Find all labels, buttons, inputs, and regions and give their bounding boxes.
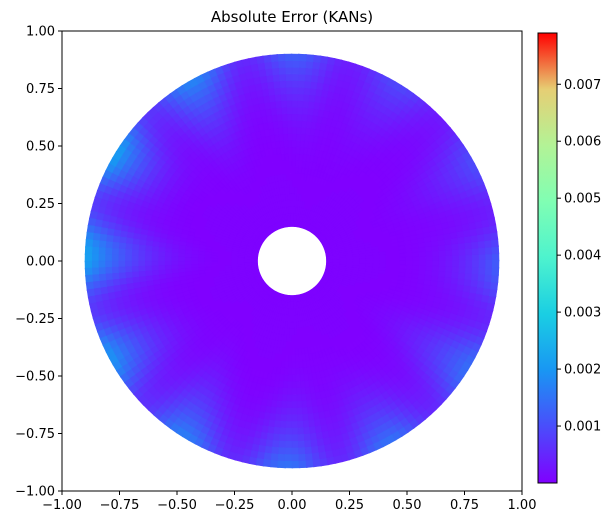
heatmap-cell [399,260,407,266]
heatmap-cell [445,260,453,267]
x-tick-label: −0.75 [100,498,140,513]
heatmap-cell [285,427,294,436]
heatmap-cell [284,447,294,456]
heatmap-cell [339,260,347,264]
x-tick-label: −1.00 [42,498,82,513]
x-tick-label: 0.50 [393,498,422,513]
colorbar-tick-label: 0.004 [564,249,601,264]
heatmap-cell [432,260,440,267]
x-tick-label: 0.25 [335,498,364,513]
heatmap-cell [117,254,126,263]
colorbar-axis: 0.001 0.002 0.003 0.004 0.005 0.006 0.007 [557,78,601,435]
colorbar-tick-label: 0.001 [564,420,601,435]
chart-title: Absolute Error (KANs) [211,8,373,26]
heatmap-cell [379,260,387,265]
heatmap-cell [392,260,400,266]
heatmap-cell [111,254,119,263]
x-tick-label: 1.00 [508,498,537,513]
y-tick-label: 1.00 [26,25,55,40]
x-tick-label: −0.25 [215,498,255,513]
heatmap-cell [285,434,294,442]
heatmap-cell [365,260,374,265]
heatmap-cell [290,73,299,81]
heatmap-cell [285,441,294,449]
heatmap-cell [326,260,334,263]
y-tick-label: −0.25 [15,312,55,327]
heatmap-cell [359,260,367,264]
heatmap-cell [478,259,487,269]
x-tick-label: 0.75 [450,498,479,513]
heatmap-cell [458,259,467,268]
heatmap-cell [290,60,300,68]
heatmap-cell [285,421,293,429]
heatmap-cell [405,260,414,266]
heatmap-cell [97,253,106,263]
colorbar-tick-label: 0.005 [564,192,601,207]
heatmap-cell [290,66,300,75]
y-tick-label: −0.50 [15,370,55,385]
heatmap-cell [332,260,341,263]
heatmap-cell [346,260,354,264]
heatmap-cell [290,86,299,95]
heatmap-cell [352,260,360,264]
heatmap-cell [290,80,299,88]
heatmap-cell [425,260,433,267]
heatmap-cell [291,93,299,101]
heatmap-cell [284,460,294,469]
error-heatmap [84,53,500,469]
heatmap-cell [84,253,93,263]
heatmap-cell [91,253,99,263]
y-tick-label: −0.75 [15,427,55,442]
heatmap-cell [485,259,493,269]
heatmap-cell [385,260,394,265]
heatmap-cell [472,259,480,268]
plot-area [84,53,500,469]
x-axis: −1.00 −0.75 −0.50 −0.25 0.00 0.25 0.50 0.75 1.00 [42,491,536,513]
heatmap-cell [438,260,447,267]
y-tick-label: 0.00 [26,255,55,270]
y-tick-label: −1.00 [15,485,55,500]
x-tick-label: 0.00 [278,498,307,513]
heatmap-cell [290,53,300,62]
colorbar-tick-label: 0.002 [564,363,601,378]
heatmap-cell [419,260,427,266]
heatmap-cell [491,259,500,269]
heatmap-cell [372,260,380,265]
x-tick-label: −0.50 [157,498,197,513]
heatmap-cell [284,454,294,462]
y-tick-label: 0.25 [26,197,55,212]
colorbar-tick-label: 0.007 [564,78,601,93]
heatmap-cell [104,254,112,263]
heatmap-cell [465,259,473,268]
heatmap-cell [412,260,420,266]
y-tick-label: 0.75 [26,82,55,97]
y-tick-label: 0.50 [26,140,55,155]
heatmap-cell [452,260,460,268]
colorbar [537,32,558,484]
colorbar-tick-label: 0.006 [564,135,601,150]
heatmap-cell [124,254,132,262]
colorbar-tick-label: 0.003 [564,306,601,321]
y-axis: 1.00 0.75 0.50 0.25 0.00 −0.25 −0.50 −0.75 −1.00 [15,25,62,500]
